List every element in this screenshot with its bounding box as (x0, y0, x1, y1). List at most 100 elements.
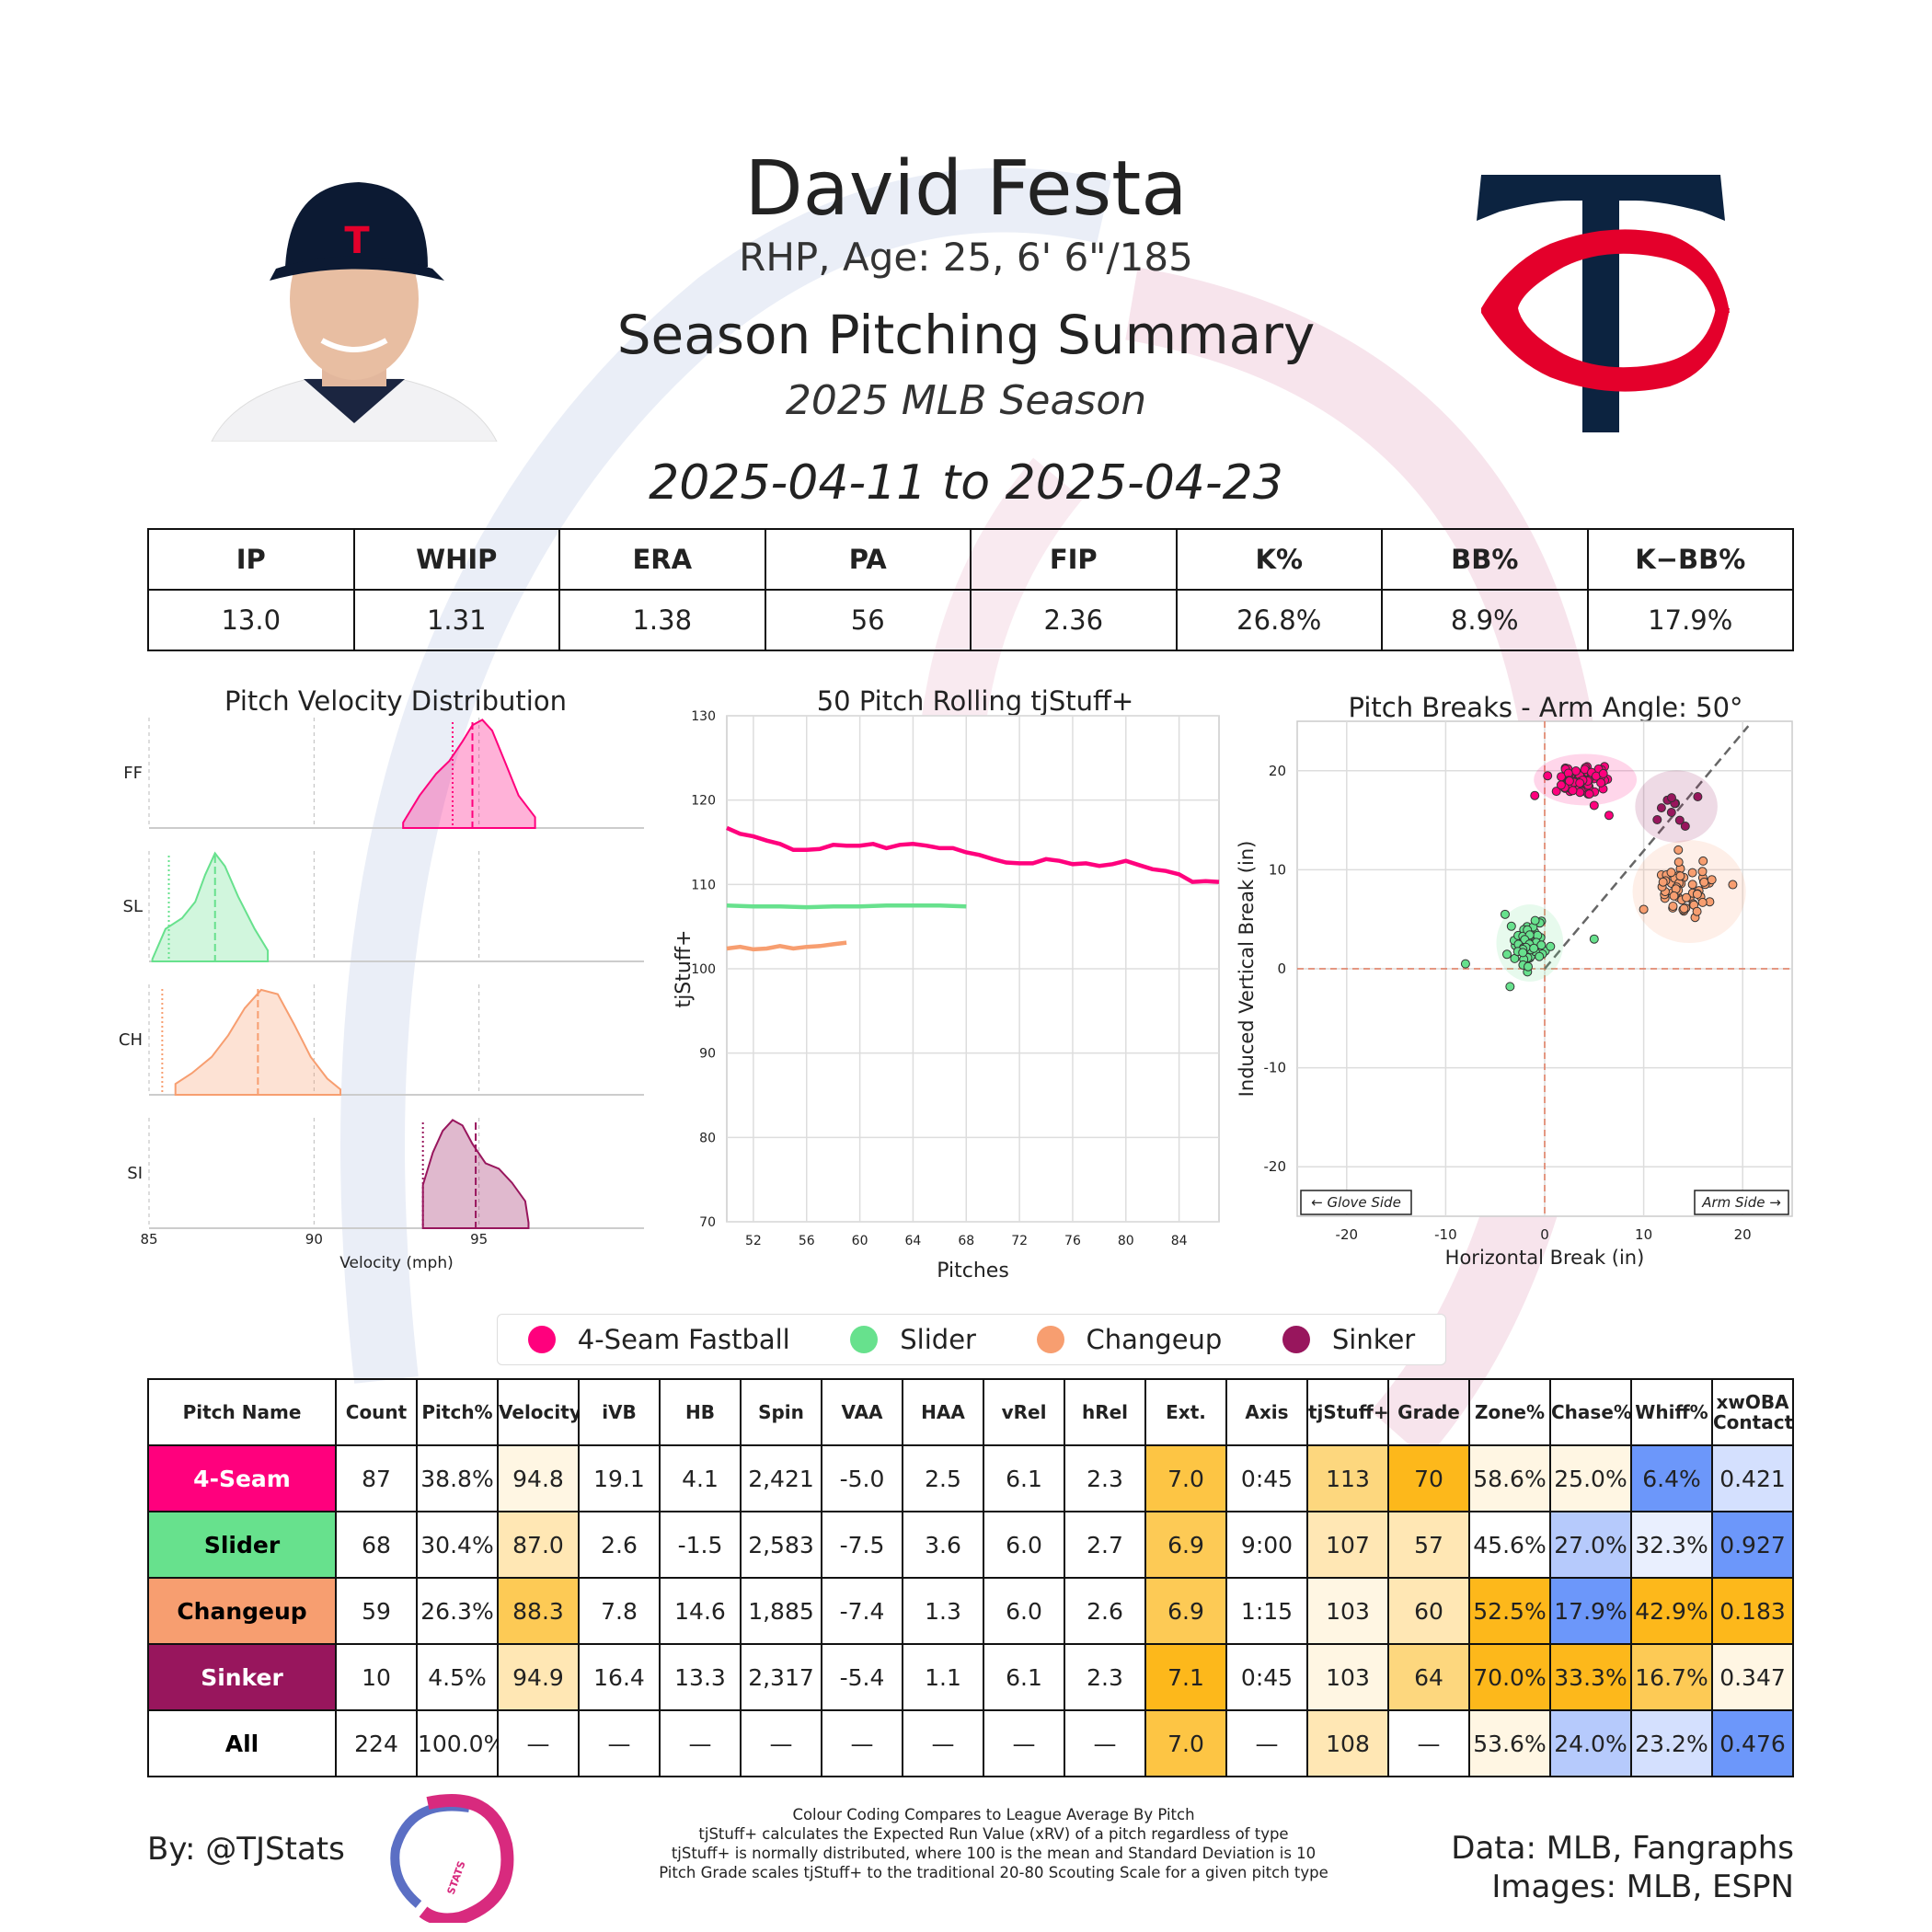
pitch-point (1658, 877, 1668, 887)
series-line-1 (726, 903, 967, 910)
table-cell: — (821, 1709, 903, 1777)
x-tick-label: 90 (305, 1231, 323, 1248)
table-cell: 2,317 (740, 1643, 822, 1711)
pitch-point (1584, 789, 1594, 799)
stats-header-cell: PA (764, 528, 972, 591)
series-line-0 (726, 825, 1220, 884)
legend-item-changeup: Changeup (1036, 1324, 1222, 1355)
stats-header-cell: ERA (558, 528, 766, 591)
table-cell: 0.347 (1711, 1643, 1794, 1711)
table-cell: 2.7 (1064, 1511, 1146, 1579)
stats-header-cell: K% (1175, 528, 1383, 591)
velocity-chart-title: Pitch Velocity Distribution (224, 685, 567, 717)
table-cell: 2.5 (902, 1444, 984, 1512)
data-credits: Data: MLB, Fangraphs Images: MLB, ESPN (1451, 1829, 1794, 1906)
table-row: Sinker 10 4.5% 94.9 16.4 13.3 2,317 -5.4 1.1 6.1 2… (147, 1643, 1794, 1711)
pitch-point (1505, 982, 1515, 992)
density-area-ff (402, 719, 536, 829)
table-cell: 94.9 (497, 1643, 580, 1711)
table-cell: 57 (1387, 1511, 1470, 1579)
pitch-point (1589, 800, 1599, 811)
table-cell: 6.1 (983, 1444, 1065, 1512)
stats-value-cell: 8.9% (1381, 589, 1589, 651)
table-cell: — (659, 1709, 742, 1777)
pitch-name-cell: Slider (147, 1511, 337, 1579)
table-header-cell: xwOBA Contact (1711, 1378, 1794, 1446)
table-header-cell: VAA (821, 1378, 903, 1446)
table-cell: 4.5% (416, 1643, 499, 1711)
rolling-tjstuff-chart: 70 80 90 100 110 120 130 52 56 60 64 68 72 76 80 84 Pitc… (673, 709, 1220, 1282)
table-cell: 27.0% (1549, 1511, 1632, 1579)
footer-note: Pitch Grade scales tjStuff+ to the tradi… (659, 1864, 1328, 1881)
y-axis-label: tjStuff+ (673, 930, 696, 1008)
table-cell: 6.4% (1630, 1444, 1713, 1512)
player-headshot: T (207, 166, 501, 442)
table-header-cell: tjStuff+ (1306, 1378, 1389, 1446)
table-cell: 7.1 (1144, 1643, 1227, 1711)
table-header-cell: Count (335, 1378, 418, 1446)
y-tick-label: -10 (1264, 1060, 1287, 1076)
pitch-point (1667, 793, 1676, 803)
table-cell: -5.0 (821, 1444, 903, 1512)
y-tick-label: 70 (699, 1215, 716, 1230)
table-cell: 6.1 (983, 1643, 1065, 1711)
arm-side-box (1694, 1190, 1789, 1215)
table-header-cell: HAA (902, 1378, 984, 1446)
table-cell: 0.183 (1711, 1577, 1794, 1645)
legend-marker (850, 1326, 879, 1353)
x-tick-label: 52 (745, 1234, 762, 1248)
table-cell: 6.0 (983, 1577, 1065, 1645)
pitch-point (1589, 934, 1599, 944)
legend-label: Sinker (1331, 1324, 1416, 1355)
table-cell: 103 (1306, 1577, 1389, 1645)
pitch-point (1666, 868, 1676, 878)
y-tick-label: 80 (699, 1131, 716, 1145)
table-header-cell: vRel (983, 1378, 1065, 1446)
legend-item-slider: Slider (850, 1324, 976, 1355)
table-cell: 60 (1387, 1577, 1470, 1645)
footer-notes: Colour Coding Compares to League Average… (644, 1805, 1343, 1882)
table-header-cell: Pitch% (416, 1378, 499, 1446)
pitch-point (1535, 951, 1545, 961)
pitch-point (1673, 857, 1684, 868)
legend-marker (527, 1326, 556, 1353)
table-header-cell: Chase% (1549, 1378, 1632, 1446)
arm-angle-line (1544, 725, 1750, 970)
y-tick-label: 90 (699, 1047, 716, 1062)
table-cell: 6.0 (983, 1511, 1065, 1579)
velocity-distribution-chart: FF SL CH SI 85 90 95 Velocity (mph) (119, 718, 644, 1272)
stats-value-cell: 1.31 (352, 589, 560, 651)
x-tick-label: 10 (1635, 1226, 1652, 1243)
pitch-point (1668, 902, 1678, 911)
stats-value-cell: 1.38 (558, 589, 766, 651)
table-header-cell: Whiff% (1630, 1378, 1713, 1446)
pitch-point (1524, 961, 1533, 972)
density-area-ch (174, 988, 342, 1096)
pitch-type-label: CH (119, 1030, 143, 1050)
stats-header-cell: FIP (970, 528, 1178, 591)
table-cell: -5.4 (821, 1643, 903, 1711)
pitch-point (1697, 897, 1708, 907)
table-cell: 87.0 (497, 1511, 580, 1579)
table-cell: 14.6 (659, 1577, 742, 1645)
table-cell: 2.3 (1064, 1444, 1146, 1512)
stats-header-cell: K−BB% (1586, 528, 1794, 591)
x-axis-label: Pitches (937, 1259, 1009, 1282)
stats-value-cell: 26.8% (1175, 589, 1383, 651)
table-row: 4-Seam 87 38.8% 94.8 19.1 4.1 2,421 -5.0 2.5 6.1 2… (147, 1444, 1794, 1512)
pitch-point (1500, 909, 1510, 919)
stats-value-cell: 56 (764, 589, 972, 651)
table-cell: 108 (1306, 1709, 1389, 1777)
x-tick-label: 64 (905, 1234, 922, 1248)
pitch-point (1697, 867, 1708, 877)
table-cell: 7.8 (578, 1577, 661, 1645)
pitch-point (1692, 890, 1702, 899)
x-tick-label: 72 (1011, 1234, 1028, 1248)
pitch-point (1652, 815, 1662, 824)
table-cell: — (983, 1709, 1065, 1777)
table-cell: 52.5% (1468, 1577, 1551, 1645)
logo-text: STATS (445, 1859, 468, 1896)
table-cell: 7.0 (1144, 1709, 1227, 1777)
x-tick-label: 20 (1734, 1226, 1752, 1243)
table-cell: — (740, 1709, 822, 1777)
